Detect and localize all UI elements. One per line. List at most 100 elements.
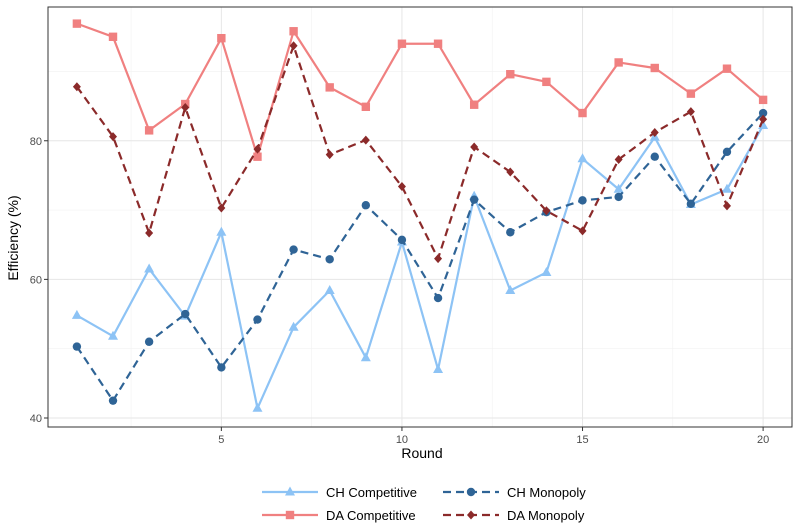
da-competitive-point — [144, 126, 154, 135]
ch-monopoly-point — [650, 152, 659, 161]
da-monopoly-point — [289, 41, 298, 51]
ch-monopoly-point — [433, 293, 443, 303]
da-monopoly-point — [578, 226, 587, 236]
ch-monopoly-point — [469, 195, 479, 204]
legend-item-ch-competitive: CH Competitive — [262, 485, 417, 500]
da-monopoly-point — [145, 228, 154, 238]
legend-item-da-competitive: DA Competitive — [262, 508, 416, 523]
da-competitive-point — [217, 33, 226, 43]
ch-monopoly-point — [722, 147, 732, 157]
x-tick-label: 20 — [757, 434, 769, 446]
legend: CH Competitive CH Monopoly DA Competitive D… — [262, 485, 586, 523]
ch-monopoly-line — [75, 112, 764, 402]
y-axis: 40 60 80 — [30, 136, 48, 425]
da-monopoly-point — [397, 182, 406, 192]
da-monopoly-point — [506, 167, 515, 177]
y-tick-label: 80 — [30, 136, 42, 148]
y-tick-label: 40 — [30, 413, 42, 425]
legend-label: DA Monopoly — [507, 508, 585, 523]
plot-panel — [48, 7, 792, 427]
ch-monopoly-point — [181, 309, 190, 319]
da-monopoly-point — [650, 127, 659, 137]
da-monopoly-point — [470, 142, 479, 152]
ch-competitive-point — [433, 363, 444, 373]
da-competitive-point — [722, 64, 732, 73]
ch-monopoly-point — [578, 196, 587, 205]
ch-monopoly-point — [686, 199, 696, 209]
ch-competitive-point — [577, 153, 588, 163]
x-axis: 5 10 15 20 — [218, 427, 769, 446]
da-monopoly-point — [109, 132, 118, 142]
plot-border — [47, 6, 793, 428]
legend-key-marker — [285, 486, 295, 496]
ch-competitive-point — [324, 284, 335, 294]
da-monopoly-point — [722, 201, 731, 211]
da-competitive-point — [686, 89, 696, 98]
legend-label: CH Monopoly — [507, 485, 586, 500]
da-competitive-point — [650, 63, 659, 73]
da-monopoly-point — [542, 206, 551, 216]
da-competitive-point — [361, 102, 371, 112]
ch-monopoly-point — [506, 228, 515, 237]
ch-monopoly-point — [397, 235, 407, 245]
da-monopoly-point — [217, 203, 226, 213]
ch-monopoly-point — [108, 396, 118, 405]
da-monopoly-point — [253, 144, 262, 154]
ch-monopoly-point — [253, 315, 262, 324]
da-monopoly-point — [434, 254, 443, 264]
legend-item-ch-monopoly: CH Monopoly — [443, 485, 586, 500]
ch-competitive-point — [360, 352, 371, 362]
legend-label: DA Competitive — [326, 508, 416, 523]
series-layer — [71, 19, 769, 412]
da-competitive-point — [542, 77, 551, 87]
ch-competitive-point — [252, 402, 263, 412]
ch-competitive-point — [613, 183, 624, 193]
ch-competitive-point — [108, 330, 119, 340]
ch-competitive-point — [144, 263, 155, 273]
ch-monopoly-series — [72, 108, 768, 405]
x-tick-label: 10 — [396, 434, 408, 446]
x-axis-title: Round — [401, 445, 442, 461]
ch-monopoly-point — [614, 192, 623, 202]
x-tick-label: 5 — [218, 434, 224, 446]
ch-monopoly-point — [289, 245, 298, 254]
ch-monopoly-point — [325, 255, 334, 264]
ch-competitive-point — [541, 266, 552, 276]
plot-background — [48, 7, 792, 427]
da-competitive-point — [108, 32, 118, 42]
da-monopoly-point — [72, 82, 81, 92]
da-monopoly-point — [614, 154, 623, 164]
ch-monopoly-point — [361, 201, 371, 210]
ch-competitive-point — [288, 321, 299, 331]
da-monopoly-series — [72, 41, 768, 264]
ch-monopoly-point — [144, 337, 154, 346]
da-monopoly-point — [759, 114, 768, 124]
ch-monopoly-point — [217, 363, 226, 372]
da-monopoly-line — [76, 44, 765, 260]
da-monopoly-point — [686, 107, 695, 117]
da-competitive-point — [72, 19, 82, 28]
ch-monopoly-point — [72, 342, 82, 351]
da-competitive-point — [253, 152, 262, 161]
da-competitive-point — [469, 100, 479, 109]
legend-key-marker — [466, 487, 476, 497]
da-competitive-point — [433, 39, 443, 48]
ch-competitive-point — [721, 183, 732, 193]
ch-competitive-point — [505, 284, 516, 294]
ch-monopoly-point — [758, 108, 768, 118]
da-monopoly-point — [361, 135, 370, 145]
da-competitive-point — [325, 83, 334, 92]
legend-key-marker — [285, 510, 295, 520]
y-tick-label: 60 — [30, 274, 42, 286]
x-tick-label: 15 — [576, 434, 588, 446]
da-monopoly-point — [325, 150, 334, 160]
legend-label: CH Competitive — [326, 485, 417, 500]
ch-competitive-point — [71, 309, 82, 319]
ch-competitive-point — [216, 226, 227, 236]
da-competitive-point — [506, 70, 515, 79]
da-competitive-point — [578, 108, 587, 118]
da-competitive-point — [397, 39, 407, 48]
da-competitive-point — [758, 95, 768, 105]
da-monopoly-point — [181, 102, 190, 112]
